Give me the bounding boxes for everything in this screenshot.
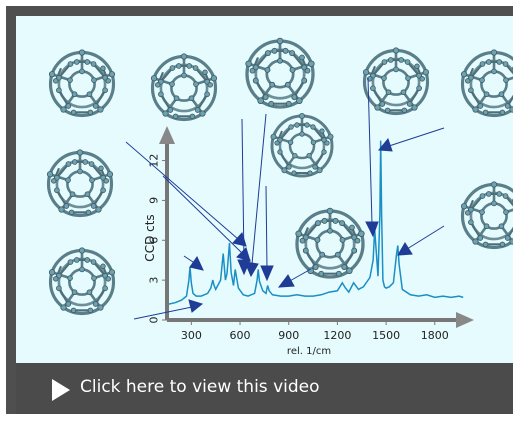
- arrow-8: [277, 268, 312, 288]
- c60-molecule-2: [149, 52, 219, 122]
- c60-molecule-10: [47, 246, 117, 316]
- c60-molecule-7: [269, 111, 335, 178]
- x-tick-label: 900: [278, 329, 299, 342]
- c60-molecule-9: [459, 180, 513, 250]
- y-axis-arrowhead: [159, 126, 175, 144]
- y-tick-label: 3: [148, 277, 161, 284]
- y-axis-label: CCD cts: [143, 214, 157, 261]
- c60-molecule-5: [459, 48, 513, 118]
- arrow-1: [133, 299, 204, 320]
- chart-axes: [159, 126, 474, 328]
- c60-molecule-1: [47, 48, 117, 118]
- y-tick-label: 9: [148, 197, 161, 204]
- arrow-7: [260, 185, 274, 282]
- y-tick-label: 12: [148, 154, 161, 168]
- tick-layer: 300 600 900 1200 1500 1800 0 3 6 9 12: [148, 154, 449, 342]
- x-tick-label: 300: [181, 329, 202, 342]
- x-tick-label: 1200: [323, 329, 351, 342]
- spectrum-series-line: [168, 140, 464, 305]
- view-video-link[interactable]: Click here to view this video: [16, 363, 513, 414]
- arrow-2: [183, 255, 204, 271]
- raman-figure: 300 600 900 1200 1500 1800 0 3 6 9 12 rel. 1/cm CC…: [45, 36, 513, 357]
- c60-molecule-8: [294, 206, 366, 279]
- molecule-group: [45, 36, 513, 316]
- x-axis-arrowhead: [456, 312, 474, 328]
- x-axis-label: rel. 1/cm: [287, 346, 331, 357]
- arrow-9: [365, 77, 379, 238]
- arrow-6: [237, 118, 251, 276]
- annotation-arrows: [125, 77, 445, 320]
- y-tick-label: 6: [148, 237, 161, 244]
- c60-molecule-3: [244, 36, 316, 109]
- arrow-11: [397, 225, 445, 256]
- c60-molecule-4: [361, 46, 431, 116]
- play-icon[interactable]: [52, 379, 70, 401]
- arrow-10: [378, 127, 445, 152]
- x-tick-label: 600: [230, 329, 251, 342]
- video-thumbnail-frame[interactable]: 300 600 900 1200 1500 1800 0 3 6 9 12 rel. 1/cm CC…: [6, 6, 513, 414]
- figure-panel: 300 600 900 1200 1500 1800 0 3 6 9 12 rel. 1/cm CC…: [16, 16, 513, 363]
- arrow-5: [244, 113, 267, 278]
- view-video-label[interactable]: Click here to view this video: [80, 377, 320, 397]
- x-tick-label: 1500: [372, 329, 400, 342]
- y-tick-label: 0: [148, 317, 161, 324]
- x-tick-label: 1800: [421, 329, 449, 342]
- c60-molecule-6: [45, 148, 115, 218]
- arrow-4: [162, 175, 251, 262]
